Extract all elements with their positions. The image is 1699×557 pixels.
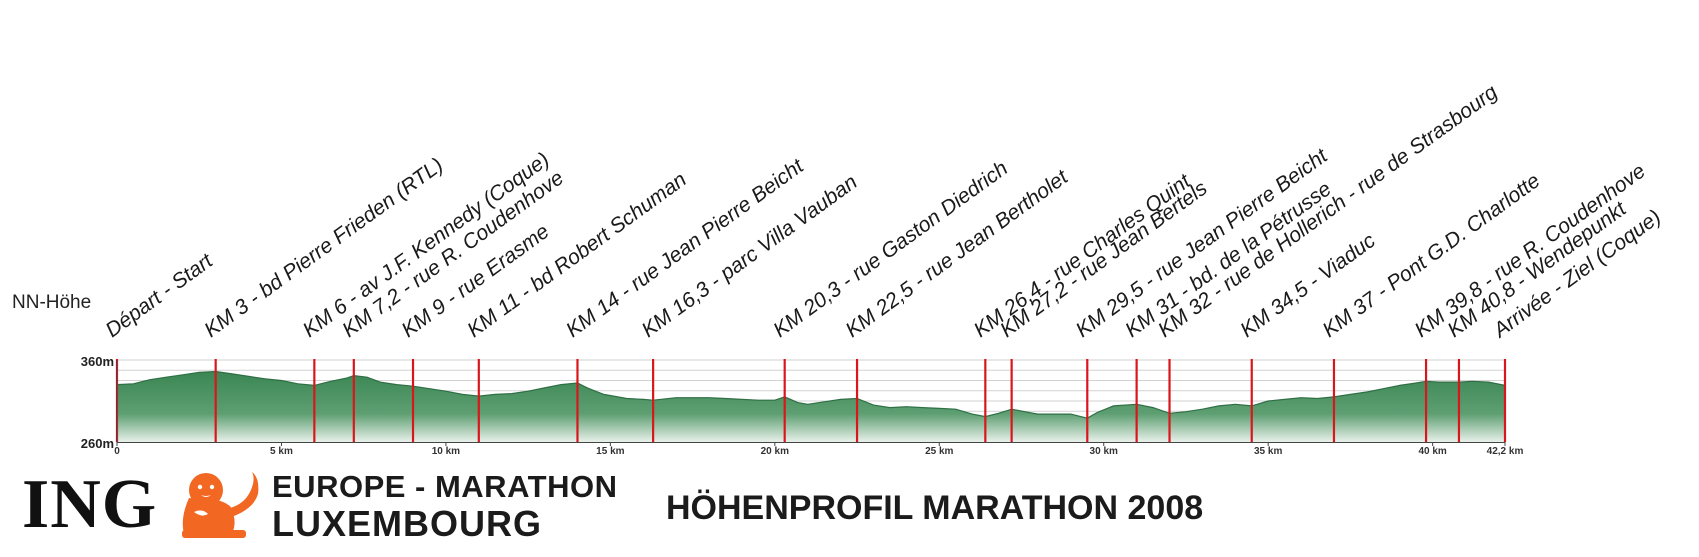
x-tick-label: 10 km: [432, 446, 460, 457]
y-tick-label-bottom: 260m: [81, 436, 114, 451]
checkpoint-label: Départ - Start: [101, 249, 217, 342]
x-tick-label: 35 km: [1254, 446, 1282, 457]
lion-logo-icon: [182, 472, 259, 538]
event-name-line1: EUROPE - MARATHON: [272, 469, 618, 504]
x-tick-label: 5 km: [270, 446, 293, 457]
x-tick-label: 20 km: [761, 446, 789, 457]
event-name-line2: LUXEMBOURG: [272, 503, 542, 544]
elevation-profile-line: [116, 370, 1506, 419]
checkpoint-label: KM 7,2 - rue R. Coudenhove: [338, 166, 568, 342]
y-axis-label: NN-Höhe: [12, 292, 91, 313]
x-tick-label: 0: [114, 446, 120, 457]
x-tick-label: 30 km: [1090, 446, 1118, 457]
y-tick-label-top: 360m: [81, 354, 114, 369]
x-tick-label: 40 km: [1418, 446, 1446, 457]
x-tick-label: 25 km: [925, 446, 953, 457]
x-tick-label: 42,2 km: [1487, 446, 1524, 457]
chart-title: HÖHENPROFIL MARATHON 2008: [666, 489, 1204, 527]
ing-logo-text: ING: [22, 466, 158, 543]
x-tick-label: 15 km: [596, 446, 624, 457]
elevation-profile-area: [117, 371, 1505, 442]
